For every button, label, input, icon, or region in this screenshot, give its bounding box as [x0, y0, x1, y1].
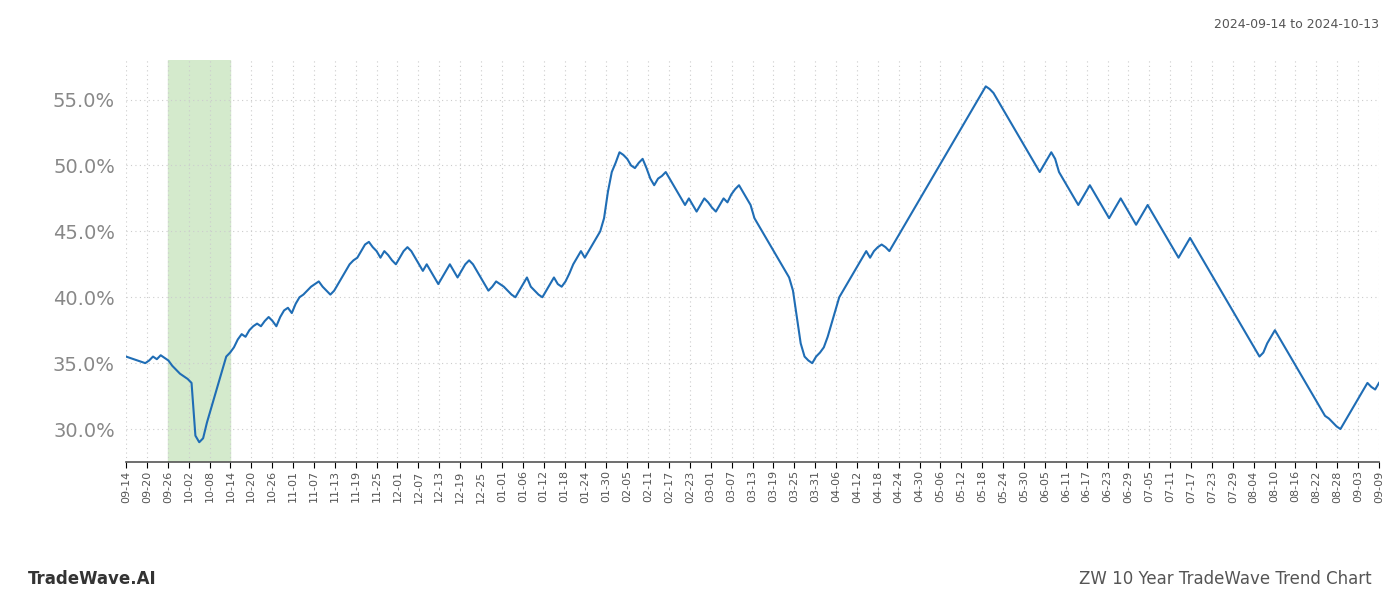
Text: ZW 10 Year TradeWave Trend Chart: ZW 10 Year TradeWave Trend Chart: [1079, 570, 1372, 588]
Text: 2024-09-14 to 2024-10-13: 2024-09-14 to 2024-10-13: [1214, 18, 1379, 31]
Bar: [168, 60, 231, 462]
Text: TradeWave.AI: TradeWave.AI: [28, 570, 157, 588]
